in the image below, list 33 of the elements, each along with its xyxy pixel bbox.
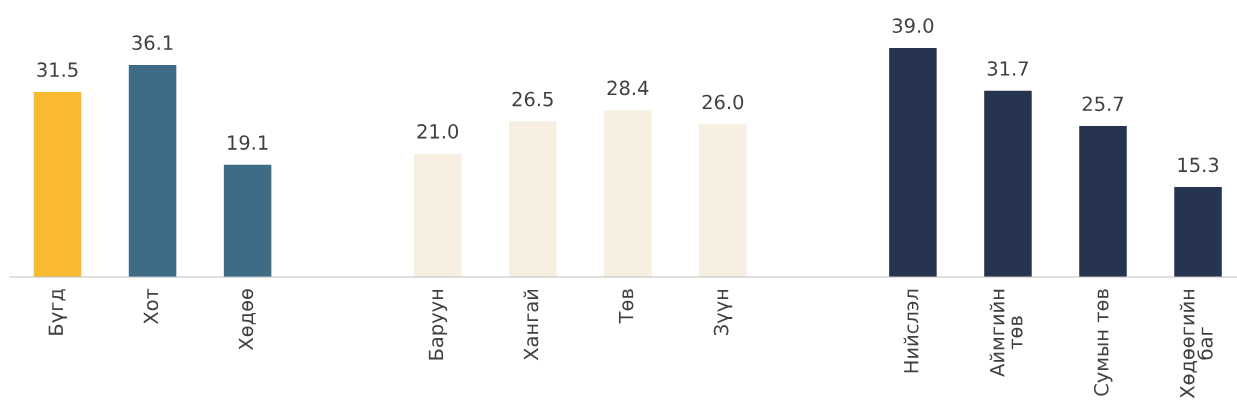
bar (604, 110, 652, 277)
x-tick-label: Нийслэл (903, 289, 919, 373)
data-label: 36.1 (132, 35, 173, 51)
bar (984, 90, 1032, 277)
data-label: 31.5 (37, 62, 78, 78)
x-tick-label: Зүүн (713, 289, 733, 336)
bar (508, 121, 557, 277)
data-label: 28.4 (607, 80, 649, 96)
bar (33, 91, 82, 277)
x-tick-label: Аймгийн төв (989, 289, 1023, 377)
bar (128, 64, 177, 277)
x-tick-label: Хангай (523, 289, 539, 361)
bar (1079, 126, 1127, 277)
x-tick-label: Сумын төв (1093, 289, 1113, 396)
data-label: 26.5 (512, 91, 553, 107)
x-tick-label: Баруун (428, 289, 448, 360)
bar (223, 164, 272, 277)
bar (889, 47, 937, 277)
data-label: 26.0 (702, 94, 744, 110)
x-tick-label: Хөдөө (238, 289, 256, 350)
bar (699, 124, 747, 277)
x-tick-label: Төв (618, 289, 634, 324)
data-label: 25.7 (1082, 96, 1123, 112)
data-label: 39.0 (892, 18, 934, 33)
data-label: 15.3 (1178, 157, 1219, 173)
x-tick-label: Хөдөөгийн баг (1179, 289, 1213, 399)
bar (413, 153, 462, 277)
x-tick-label: Бүгд (48, 289, 67, 335)
data-label: 21.0 (417, 124, 459, 139)
x-tick-label: Хот (143, 288, 159, 325)
data-label: 19.1 (228, 135, 268, 150)
bar (1174, 187, 1222, 277)
data-label: 31.7 (987, 61, 1028, 76)
